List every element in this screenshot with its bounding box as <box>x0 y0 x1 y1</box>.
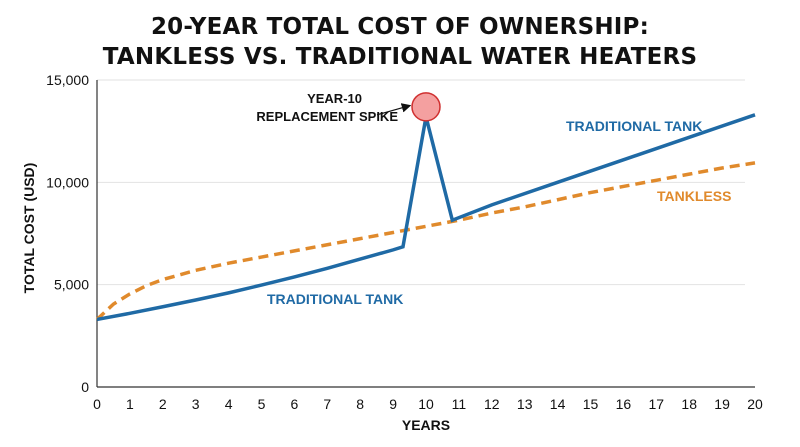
annotation-group: YEAR-10 REPLACEMENT SPIKE <box>256 91 441 124</box>
x-tick-label: 20 <box>747 396 763 412</box>
traditional-tank-series-line <box>96 113 756 322</box>
x-tick-label: 8 <box>356 396 364 412</box>
y-tick-label: 10,000 <box>46 174 89 190</box>
x-tick-label: 16 <box>616 396 632 412</box>
x-tick-label: 0 <box>93 396 101 412</box>
y-axis-label: TOTAL COST (USD) <box>21 163 37 294</box>
x-tick-label: 2 <box>159 396 167 412</box>
traditional-tank-label-upper: TRADITIONAL TANK <box>566 118 702 134</box>
chart-title-line-1: 20-YEAR TOTAL COST OF OWNERSHIP: <box>150 14 650 40</box>
x-tick-label: 10 <box>418 396 434 412</box>
x-tick-label: 1 <box>126 396 134 412</box>
x-tick-label: 7 <box>323 396 331 412</box>
x-tick-label: 12 <box>484 396 500 412</box>
y-tick-labels: 0 5,000 10,000 15,000 <box>46 72 89 395</box>
x-tick-label: 17 <box>649 396 665 412</box>
x-tick-label: 13 <box>517 396 533 412</box>
x-tick-label: 18 <box>681 396 697 412</box>
chart-title: 20-YEAR TOTAL COST OF OWNERSHIP: TANKLES… <box>0 12 800 72</box>
x-tick-label: 11 <box>452 396 467 412</box>
y-tick-label: 15,000 <box>46 72 89 88</box>
x-tick-label: 19 <box>714 396 730 412</box>
x-tick-label: 9 <box>389 396 397 412</box>
x-tick-label: 4 <box>225 396 233 412</box>
tankless-label: TANKLESS <box>657 188 731 204</box>
x-tick-label: 5 <box>258 396 266 412</box>
annotation-arrow <box>376 103 412 116</box>
annotation-line-2: REPLACEMENT SPIKE <box>256 109 398 124</box>
annotation-line-1: YEAR-10 <box>307 91 362 106</box>
y-tick-label: 5,000 <box>54 277 89 293</box>
tankless-series-line <box>95 161 756 321</box>
replacement-spike-marker <box>411 92 441 122</box>
series-lines <box>95 113 756 322</box>
x-tick-label: 3 <box>192 396 200 412</box>
x-tick-label: 14 <box>550 396 566 412</box>
traditional-tank-label-lower: TRADITIONAL TANK <box>267 291 403 307</box>
x-tick-labels: 0 1 2 3 4 5 6 7 8 9 10 11 12 13 14 15 16 17 18 19 20 <box>93 396 763 412</box>
x-tick-label: 15 <box>583 396 599 412</box>
y-tick-label: 0 <box>81 379 89 395</box>
axes <box>96 80 755 388</box>
chart-title-line-2: TANKLESS VS. TRADITIONAL WATER HEATERS <box>102 44 698 70</box>
x-axis-label: YEARS <box>402 417 450 433</box>
x-tick-label: 6 <box>291 396 299 412</box>
